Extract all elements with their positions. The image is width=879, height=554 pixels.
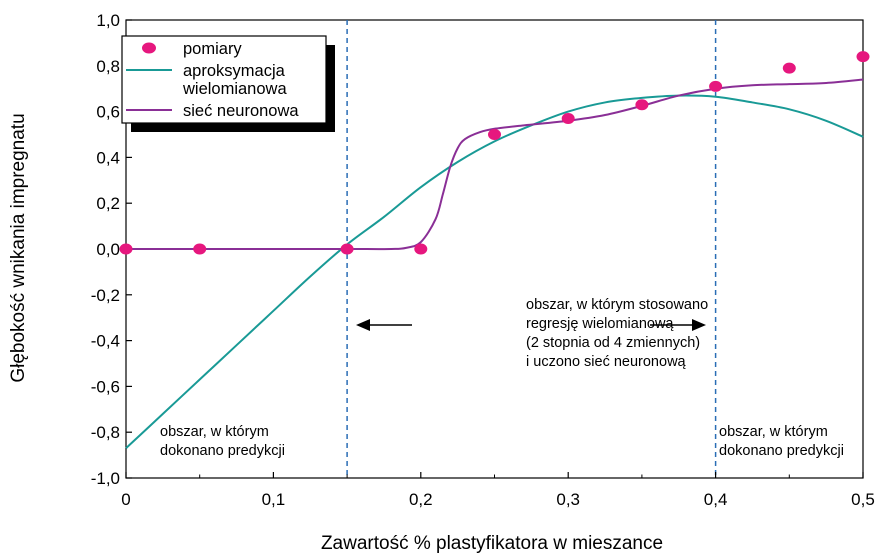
data-point [119, 243, 133, 255]
y-tick-label: 0,2 [96, 194, 120, 213]
legend: pomiary aproksymacja wielomianowa sieć n… [121, 35, 335, 132]
y-axis-ticks: 1,0 0,8 0,6 0,4 0,2 0,0 -0,2 -0,4 -0,6 -0,8 -1,0 [91, 11, 132, 488]
y-tick-label: -0,6 [91, 377, 120, 396]
annotation-right-line-1: obszar, w którym [719, 424, 828, 440]
y-tick-label: -0,4 [91, 332, 120, 351]
annotation-left: obszar, w którym dokonano predykcji [160, 424, 285, 459]
data-point [561, 112, 575, 124]
left-arrow-head [356, 319, 370, 331]
data-point [340, 243, 354, 255]
data-point [782, 62, 796, 74]
y-tick-label: 0,0 [96, 240, 120, 259]
y-tick-label: 0,8 [96, 57, 120, 76]
annotation-left-line-2: dokonano predykcji [160, 443, 285, 459]
annotation-center: obszar, w którym stosowano regresję wiel… [526, 297, 708, 370]
legend-box [121, 35, 327, 124]
data-point [488, 129, 501, 140]
legend-label-aproksymacja-1: aproksymacja [183, 62, 286, 80]
y-tick-label: 1,0 [96, 11, 120, 30]
series-points [119, 51, 870, 255]
x-axis-title: Zawartość % plastyfikatora w mieszance [321, 533, 663, 554]
x-tick-label: 0,5 [851, 490, 875, 509]
data-point [635, 99, 649, 111]
annotation-right-line-2: dokonano predykcji [719, 443, 844, 459]
annotation-center-line-4: i uczono sieć neuronową [526, 354, 687, 370]
data-point [856, 51, 870, 63]
y-tick-label: -0,2 [91, 286, 120, 305]
x-tick-label: 0,1 [262, 490, 286, 509]
annotation-left-line-1: obszar, w którym [160, 424, 269, 440]
x-tick-label: 0 [121, 490, 130, 509]
x-tick-label: 0,2 [409, 490, 433, 509]
x-tick-label: 0,4 [704, 490, 728, 509]
annotation-center-line-2: regresję wielomianową [526, 316, 674, 332]
x-axis-ticks: 0 0,1 0,2 0,3 0,4 0,5 [121, 472, 875, 509]
series-line-1 [125, 94, 864, 449]
legend-label-aproksymacja-2: wielomianowa [182, 80, 287, 98]
y-tick-label: -1,0 [91, 469, 120, 488]
legend-marker-pomiary [142, 42, 156, 54]
y-tick-label: -0,8 [91, 423, 120, 442]
y-tick-label: 0,6 [96, 103, 120, 122]
y-axis-title: Głębokość wnikania impregnatu [8, 113, 29, 382]
annotation-center-line-3: (2 stopnia od 4 zmiennych) [526, 335, 700, 351]
data-point [709, 80, 723, 92]
data-point [414, 243, 428, 255]
x-tick-label: 0,3 [556, 490, 580, 509]
right-arrow-head [692, 319, 706, 331]
annotation-right: obszar, w którym dokonano predykcji [719, 424, 844, 459]
legend-label-pomiary: pomiary [183, 40, 242, 58]
legend-label-siec: sieć neuronowa [183, 102, 299, 120]
y-tick-label: 0,4 [96, 148, 120, 167]
annotation-arrows [356, 319, 706, 331]
data-point [193, 243, 207, 255]
annotation-center-line-1: obszar, w którym stosowano [526, 297, 708, 313]
